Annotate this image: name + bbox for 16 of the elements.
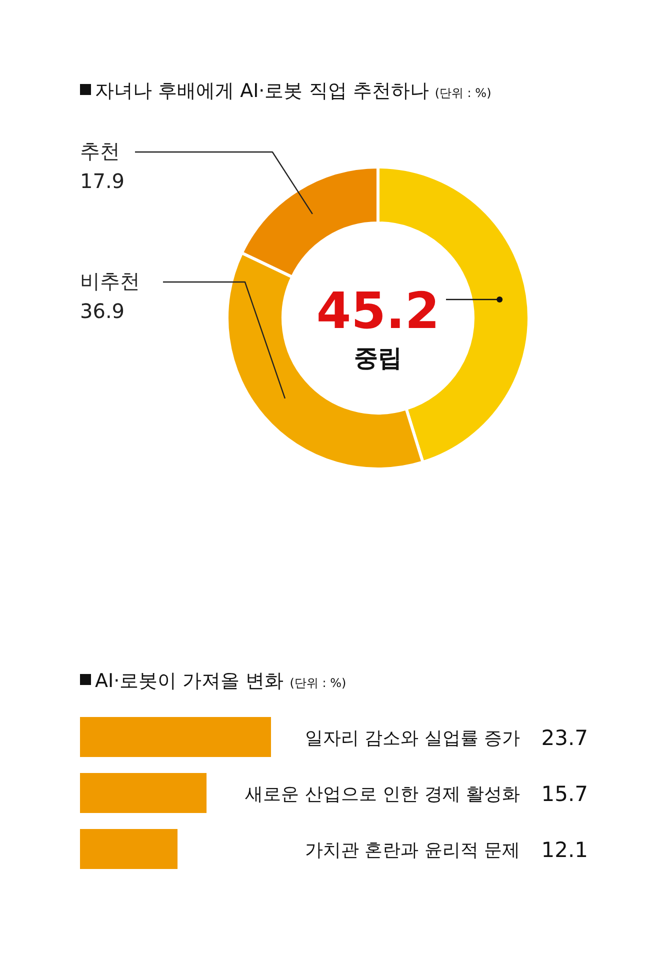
chart-title: AI·로봇이 가져올 변화	[95, 670, 284, 692]
data-label: 45.2	[316, 282, 440, 340]
slice-label: 중립	[354, 344, 402, 372]
slice-label: 비추천	[80, 269, 140, 293]
data-label: 12.1	[541, 838, 588, 862]
chart-subtitle: (단위 : %)	[434, 86, 492, 100]
chart-title: 자녀나 후배에게 AI·로봇 직업 추천하나	[95, 80, 429, 102]
data-label: 23.7	[541, 726, 588, 750]
y-tick-label: 일자리 감소와 실업률 증가	[304, 728, 520, 749]
y-tick-label: 가치관 혼란과 윤리적 문제	[304, 840, 520, 861]
data-label: 36.9	[80, 299, 125, 323]
data-label: 15.7	[541, 782, 588, 806]
y-tick-label: 새로운 산업으로 인한 경제 활성화	[245, 784, 520, 805]
slice-label: 추천	[80, 139, 120, 163]
text: (단위 : %)	[290, 676, 346, 690]
data-label: 17.9	[80, 169, 125, 193]
